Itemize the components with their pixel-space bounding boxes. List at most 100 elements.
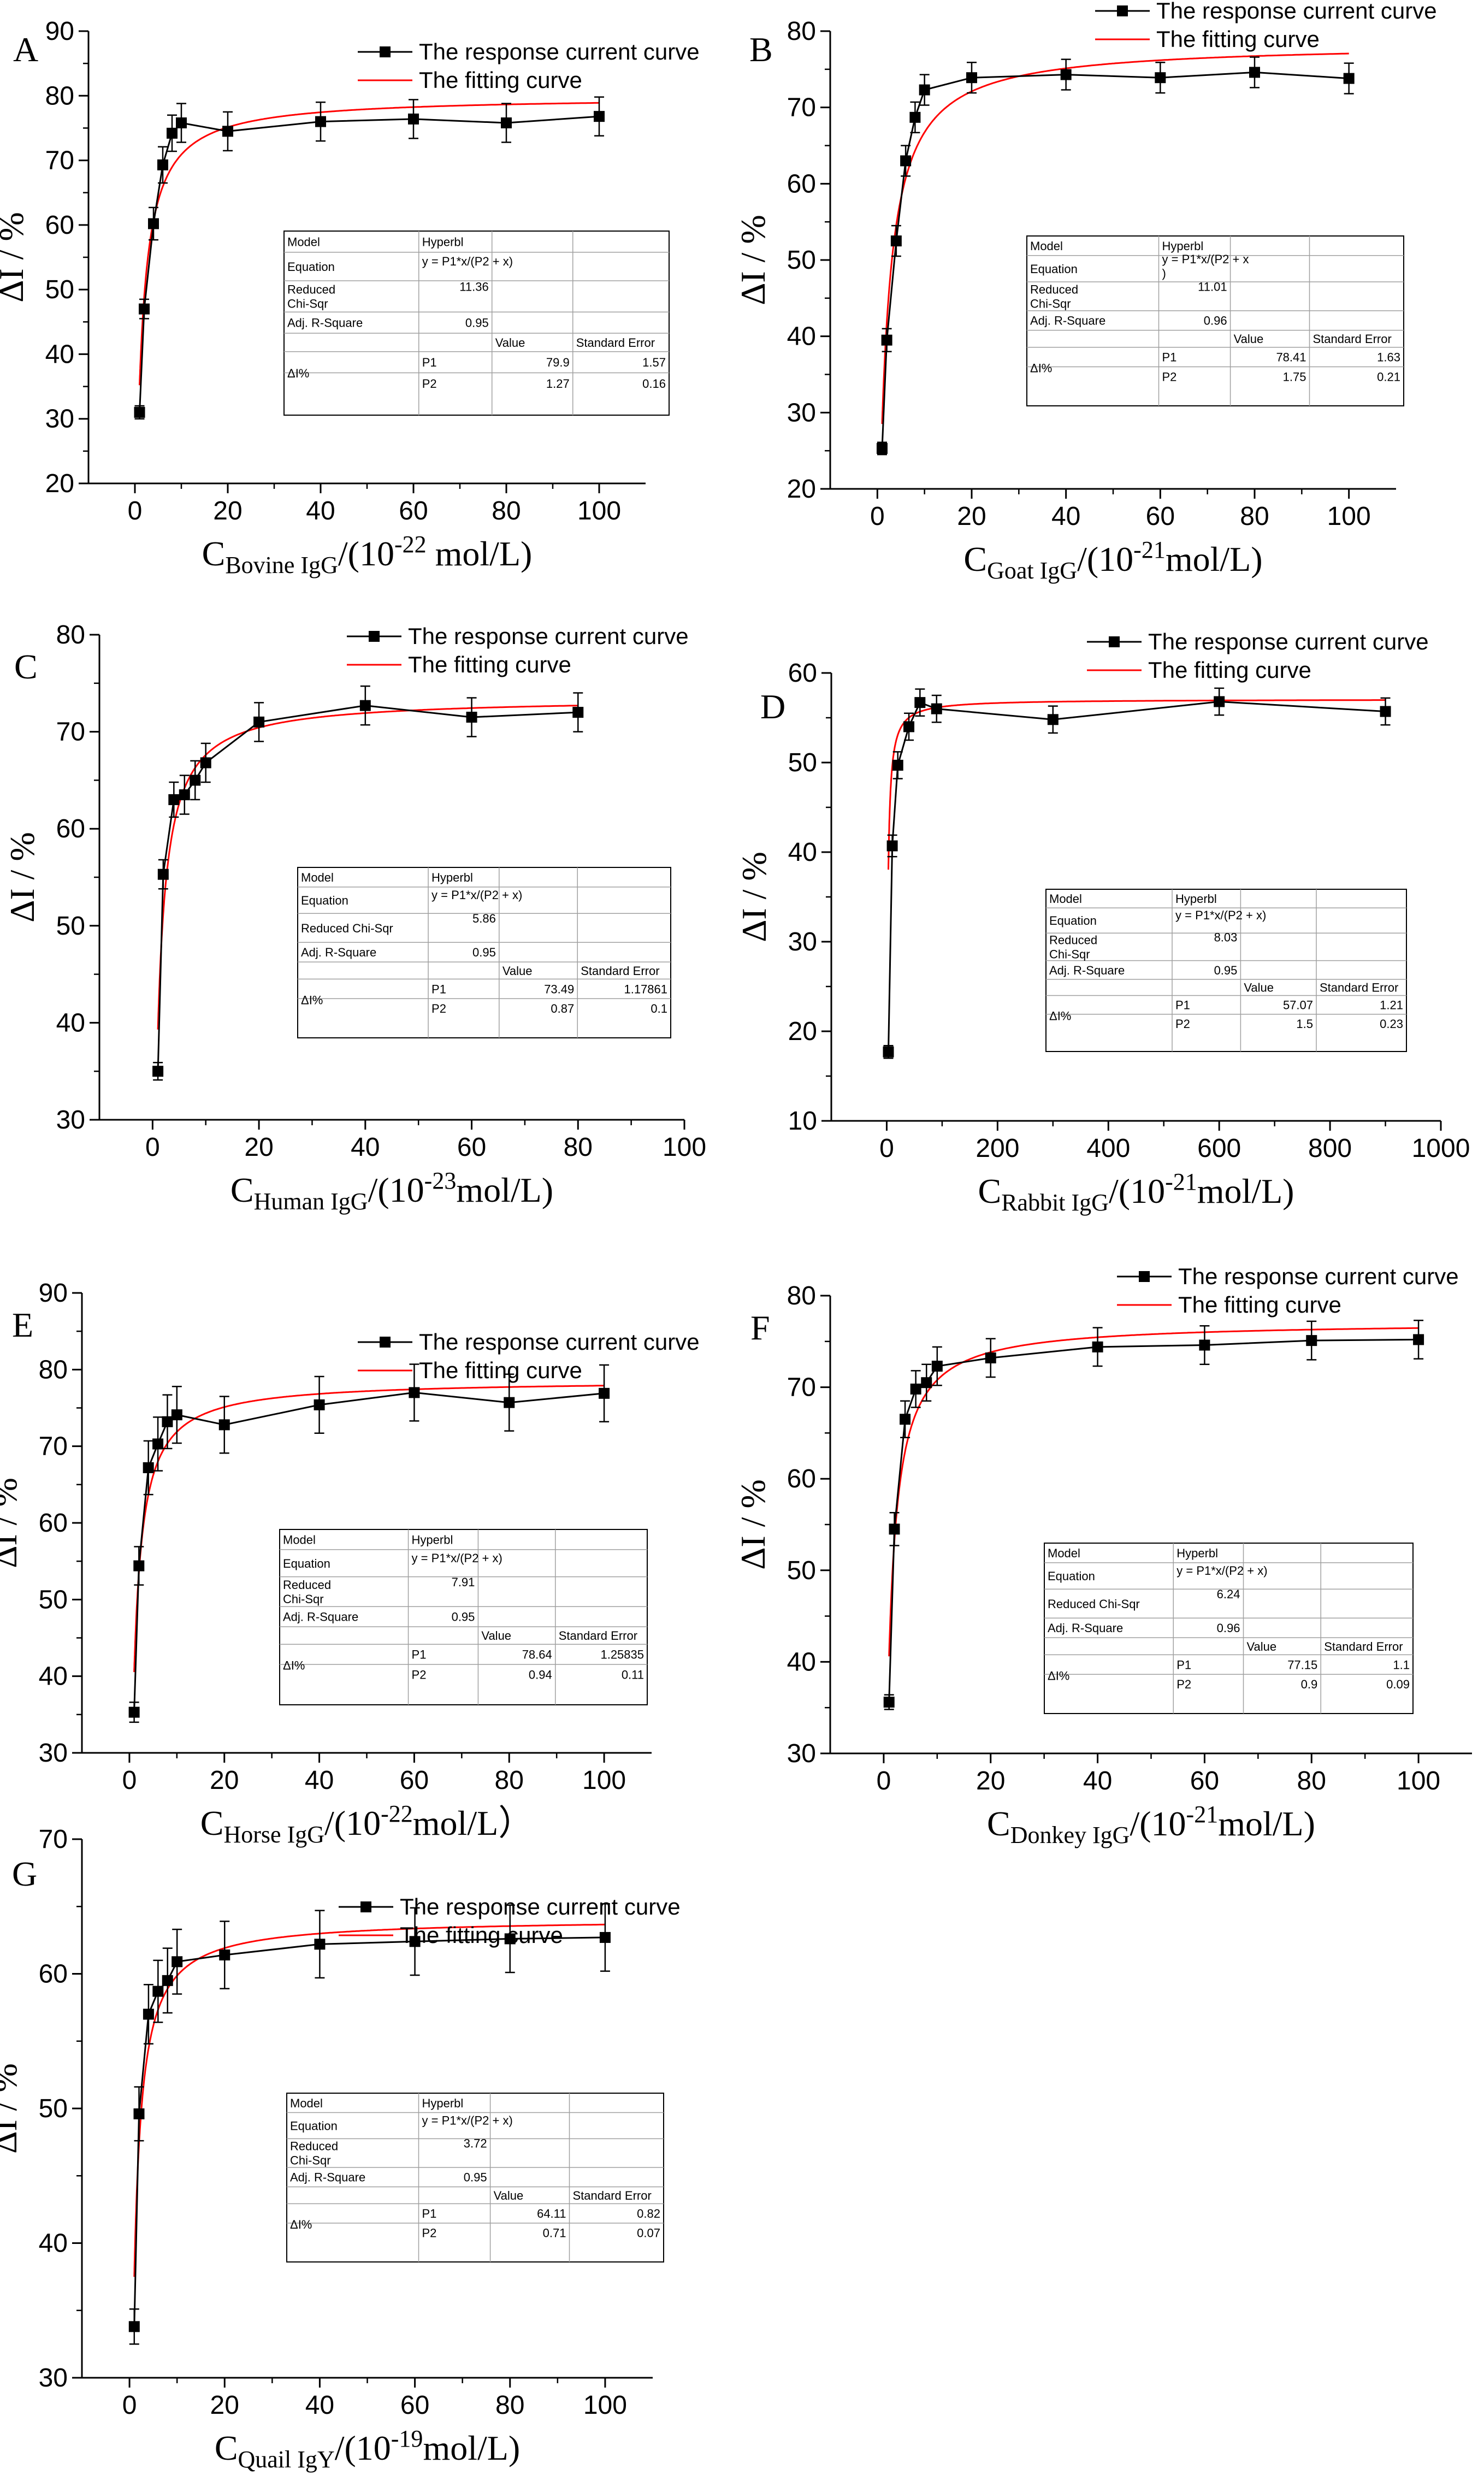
data-point — [200, 757, 211, 769]
table-header-stderr: Standard Error — [581, 964, 659, 978]
data-point — [881, 334, 892, 346]
y-tick-label: 30 — [39, 2364, 68, 2393]
x-tick-label: 1000 — [1412, 1134, 1470, 1163]
y-tick-label: 20 — [787, 475, 816, 504]
table-border — [1026, 235, 1404, 406]
x-tick-label: 100 — [582, 1766, 626, 1795]
data-point — [1199, 1339, 1210, 1351]
legend-label-fitting: The fitting curve — [408, 652, 571, 677]
data-point — [886, 840, 898, 852]
data-point — [162, 1975, 173, 1986]
y-tick-label: 40 — [788, 838, 817, 867]
table-label-p2: P2 — [1162, 370, 1177, 383]
x-tick-label: 20 — [210, 1766, 239, 1795]
data-point — [152, 1438, 164, 1450]
table-p1-error: 1.21 — [1380, 999, 1403, 1012]
table-border — [1045, 889, 1407, 1052]
data-point — [128, 1706, 140, 1718]
data-point — [889, 1523, 900, 1535]
fit-parameters-table: Model Hyperbl Equation y = P1*x/(P2 + x) Red… — [283, 231, 670, 416]
table-label-adjr: Adj. R-Square — [290, 2171, 365, 2184]
y-tick-label: 50 — [45, 275, 74, 304]
table-label-p1: P1 — [412, 1648, 427, 1662]
x-tick-label: 20 — [976, 1767, 1005, 1795]
chart-panel-f: 30 40 50 60 70 80 0 20 40 60 80 100 ΔI / % CDonkey Ig… — [734, 1263, 1472, 1848]
fit-parameters-table: Model Hyperbl Equation y = P1*x/(P2 + x) Red… — [1045, 889, 1407, 1052]
data-point — [900, 1414, 911, 1425]
table-label-adjr: Adj. R-Square — [1030, 314, 1105, 328]
table-header-value: Value — [494, 2189, 524, 2202]
data-point — [572, 707, 584, 718]
legend-label-fitting: The fitting curve — [1156, 26, 1320, 52]
x-tick-label: 600 — [1197, 1134, 1241, 1163]
table-label-adjr: Adj. R-Square — [283, 1610, 358, 1624]
data-point — [876, 442, 888, 454]
data-point — [133, 1560, 145, 1572]
data-point — [985, 1352, 996, 1363]
table-model-value: Hyperbl — [1176, 1546, 1218, 1560]
table-label-adjr: Adj. R-Square — [1049, 964, 1125, 977]
table-adjr-value: 0.95 — [1214, 964, 1238, 977]
x-tick-label: 80 — [1297, 1767, 1326, 1795]
table-label-chisqr: Reduced — [1049, 933, 1097, 947]
y-tick-label: 40 — [45, 340, 74, 369]
table-model-value: Hyperbl — [422, 235, 464, 249]
table-label-chisqr: Reduced — [290, 2140, 338, 2153]
y-axis-label: ΔI / % — [734, 215, 772, 305]
y-tick-label: 60 — [788, 659, 817, 688]
legend-label-response: The response current curve — [400, 1894, 681, 1919]
table-p2-value: 0.9 — [1301, 1677, 1318, 1691]
x-tick-label: 60 — [1190, 1767, 1219, 1795]
data-point — [599, 1387, 610, 1399]
panel-letter: D — [760, 687, 785, 726]
x-tick-label: 400 — [1086, 1134, 1130, 1163]
y-tick-label: 40 — [56, 1008, 85, 1037]
x-tick-label: 0 — [145, 1133, 160, 1162]
table-p2-value: 0.71 — [543, 2226, 566, 2240]
data-point — [599, 1931, 611, 1943]
legend-marker-response — [380, 46, 391, 57]
table-label-p1: P1 — [431, 982, 446, 996]
table-p2-error: 0.23 — [1380, 1017, 1403, 1031]
table-adjr-value: 0.96 — [1217, 1621, 1240, 1635]
y-tick-label: 80 — [45, 81, 74, 110]
x-tick-label: 200 — [975, 1134, 1019, 1163]
legend-marker-response — [1109, 636, 1120, 647]
data-point — [409, 1387, 420, 1398]
y-tick-label: 50 — [39, 1585, 68, 1614]
legend-label-response: The response current curve — [408, 623, 689, 649]
legend-marker-response — [380, 1337, 391, 1348]
data-point — [883, 1046, 894, 1058]
data-point — [966, 72, 977, 84]
table-header-value: Value — [495, 336, 525, 350]
x-tick-label: 0 — [128, 497, 143, 525]
table-header-value: Value — [1244, 981, 1274, 995]
table-p1-error: 1.17861 — [624, 982, 667, 996]
table-p1-value: 73.49 — [544, 982, 574, 996]
x-tick-label: 100 — [663, 1133, 706, 1162]
data-point — [167, 127, 178, 139]
y-tick-label: 50 — [788, 748, 817, 777]
data-point — [892, 759, 903, 771]
data-point — [910, 1383, 921, 1395]
panel-letter: A — [13, 30, 38, 69]
table-label-adjr: Adj. R-Square — [287, 316, 363, 330]
y-tick-label: 40 — [39, 1662, 68, 1691]
table-p1-value: 57.07 — [1283, 999, 1313, 1012]
table-model-value: Hyperbl — [412, 1533, 453, 1546]
table-p1-error: 1.63 — [1377, 351, 1400, 364]
y-tick-label: 40 — [787, 1647, 816, 1676]
legend-label-response: The response current curve — [1148, 629, 1429, 654]
table-label-adjr: Adj. R-Square — [1048, 1621, 1123, 1635]
data-point — [314, 1939, 326, 1950]
x-tick-label: 0 — [879, 1134, 894, 1163]
table-label-equation: Equation — [283, 1557, 330, 1570]
table-label-p2: P2 — [1175, 1017, 1190, 1031]
table-header-stderr: Standard Error — [576, 336, 655, 350]
table-p2-error: 0.07 — [637, 2226, 660, 2240]
table-p2-value: 1.27 — [546, 377, 570, 391]
table-chisqr-value: 6.24 — [1217, 1587, 1240, 1601]
table-label-p1: P1 — [1176, 1658, 1191, 1671]
data-point — [139, 303, 150, 315]
fitting-curve — [881, 52, 1349, 424]
